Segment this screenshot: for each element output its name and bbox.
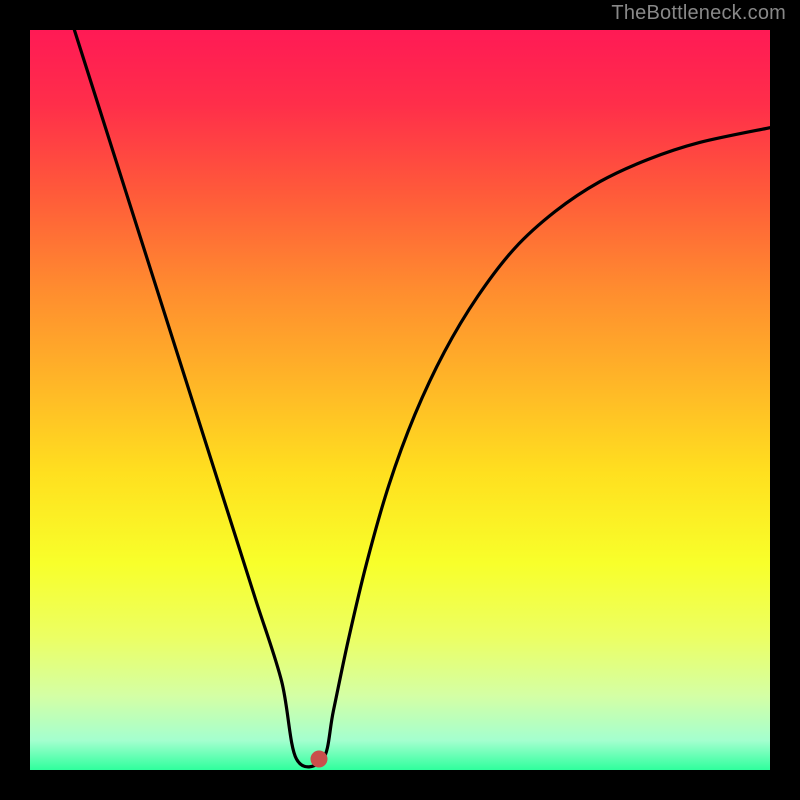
- bottleneck-curve: [30, 30, 770, 770]
- watermark-text: TheBottleneck.com: [611, 2, 786, 25]
- chart-container: TheBottleneck.com: [0, 0, 800, 800]
- plot-area: [30, 30, 770, 770]
- optimal-point-marker: [310, 750, 327, 767]
